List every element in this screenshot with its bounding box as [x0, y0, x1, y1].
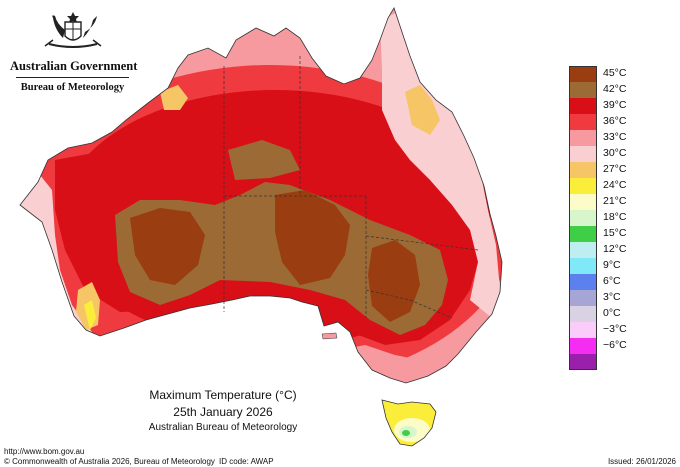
legend-swatch [569, 114, 597, 130]
legend-label: 15°C [603, 227, 627, 239]
footer-issued: Issued: 26/01/2026 [607, 457, 676, 466]
bureau-name: Bureau of Meteorology [20, 82, 125, 93]
legend-label: 30°C [603, 147, 627, 159]
footer-id-code: ID code: AWAP [219, 457, 274, 466]
legend-swatch [569, 210, 597, 226]
legend-swatch [569, 194, 597, 210]
legend-swatch [569, 98, 597, 114]
state-borders [223, 56, 479, 319]
tasmania-outline [381, 399, 437, 447]
legend-swatch [569, 146, 597, 162]
legend-label: 0°C [603, 307, 621, 319]
coat-of-arms-icon [44, 12, 101, 48]
footer-copyright: © Commonwealth of Australia 2026, Bureau… [4, 457, 215, 466]
legend-label: 33°C [603, 131, 627, 143]
mainland-outline [19, 7, 503, 384]
government-logo: Australian Government Bureau of Meteorol… [10, 10, 138, 93]
legend-swatch [569, 322, 597, 338]
kangaroo-island [321, 332, 338, 340]
legend-label: 18°C [603, 211, 627, 223]
legend-swatch [569, 178, 597, 194]
legend-label: 45°C [603, 67, 627, 79]
legend-label: −3°C [603, 323, 627, 335]
map-title: Maximum Temperature (°C) [149, 388, 297, 402]
legend-label: 12°C [603, 243, 627, 255]
legend-label: 21°C [603, 195, 627, 207]
legend-label: −6°C [603, 339, 627, 351]
legend-swatch [569, 338, 597, 354]
legend-swatch [569, 242, 597, 258]
legend-label: 9°C [603, 259, 621, 271]
legend-label: 39°C [603, 99, 627, 111]
legend-swatch [569, 258, 597, 274]
map-date: 25th January 2026 [173, 405, 273, 419]
legend-swatch [569, 66, 597, 82]
map-caption: Maximum Temperature (°C) 25th January 20… [108, 388, 338, 433]
legend-label: 6°C [603, 275, 621, 287]
legend-swatch [569, 290, 597, 306]
legend-swatch [569, 82, 597, 98]
legend-swatch [569, 226, 597, 242]
government-name: Australian Government [10, 59, 138, 73]
legend-swatch [569, 306, 597, 322]
legend-label: 42°C [603, 83, 627, 95]
legend-swatch [569, 274, 597, 290]
footer-url[interactable]: http://www.bom.gov.au [4, 447, 85, 456]
legend-swatch [569, 130, 597, 146]
legend-label: 24°C [603, 179, 627, 191]
legend-label: 27°C [603, 163, 627, 175]
legend-swatch [569, 162, 597, 178]
legend-label: 3°C [603, 291, 621, 303]
legend-label: 36°C [603, 115, 627, 127]
map-agency: Australian Bureau of Meteorology [148, 422, 298, 433]
legend-swatch [569, 354, 597, 370]
logo-divider [16, 77, 129, 78]
